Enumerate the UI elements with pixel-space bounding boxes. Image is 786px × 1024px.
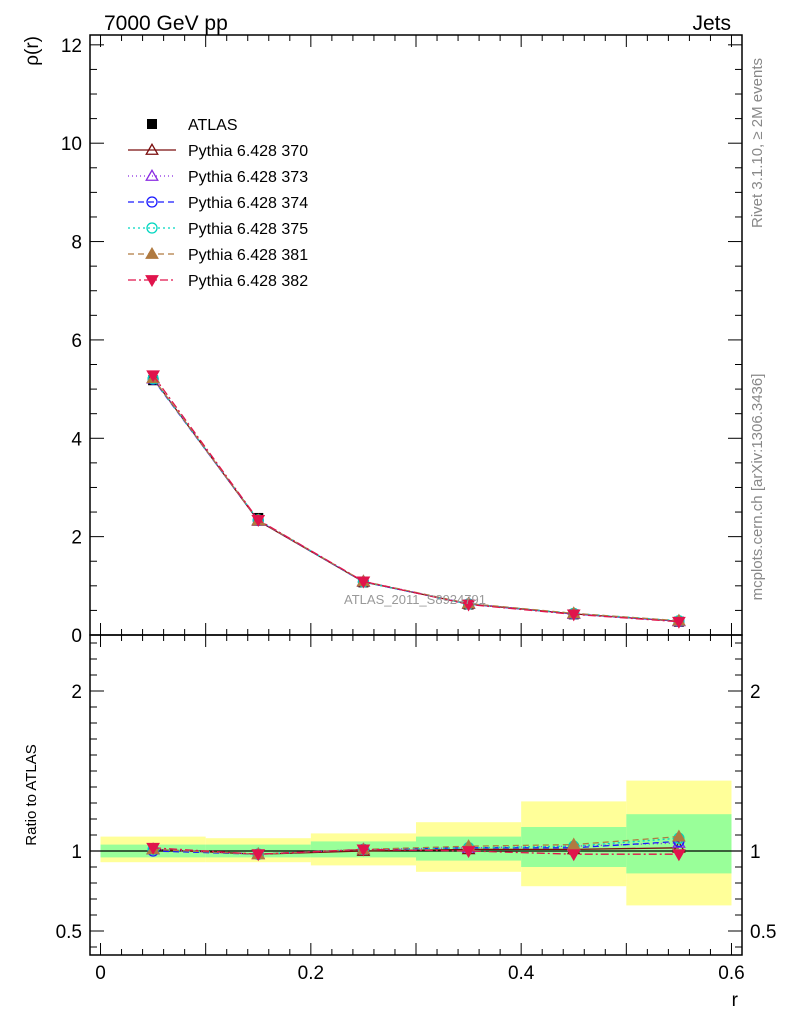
ratio-series-marker (672, 849, 686, 862)
series-marker (356, 576, 371, 589)
x-tick-label: 0.2 (298, 963, 324, 984)
x-axis-label: r (732, 990, 739, 1011)
legend-marker (145, 168, 159, 181)
main-plot-panel: 0 2 4 6 8 10 12 (61, 34, 743, 647)
legend-label: Pythia 6.428 373 (188, 169, 308, 186)
legend-label: Pythia 6.428 381 (188, 247, 308, 264)
y-tick-label: 1 (71, 842, 82, 863)
y-tick-label: 2 (71, 528, 82, 549)
legend-marker (146, 222, 158, 234)
legend-marker (145, 142, 159, 155)
y-tick-label: 10 (61, 134, 82, 155)
y-tick-label-right: 0.5 (750, 922, 776, 943)
ratio-plot-panel: 0.5 0.5 1 1 2 2 0 0.2 0.4 0.6 (56, 634, 776, 984)
y-tick-label: 8 (71, 233, 82, 254)
legend-label: Pythia 6.428 370 (188, 143, 308, 160)
ratio-series-marker (566, 837, 581, 850)
x-tick-label: 0.6 (718, 963, 744, 984)
ratio-series-line (153, 840, 679, 855)
series-marker (146, 370, 160, 383)
legend-label: Pythia 6.428 374 (188, 195, 308, 212)
series-line (152, 378, 679, 622)
y-tick-label: 4 (71, 429, 82, 450)
series-marker (566, 609, 581, 622)
series-line (152, 378, 679, 622)
series-line (152, 374, 679, 623)
legend: ATLAS Pythia 6.428 370 Pythia 6.428 373 Pyt… (128, 117, 308, 290)
ratio-series-marker (461, 846, 476, 859)
ratio-y-axis-label: Ratio to ATLAS (23, 744, 40, 845)
analysis-watermark: ATLAS_2011_S8924791 (344, 592, 486, 607)
y-tick-label: 0 (71, 626, 82, 647)
legend-marker (146, 196, 158, 208)
series-line (152, 378, 679, 622)
energy-title: 7000 GeV pp (104, 12, 228, 35)
ratio-series-marker (672, 829, 686, 842)
legend-label: Pythia 6.428 375 (188, 221, 308, 238)
legend-marker (145, 275, 159, 288)
process-title: Jets (692, 12, 731, 35)
ratio-series-marker (251, 849, 266, 862)
y-tick-label: 0.5 (56, 922, 82, 943)
ratio-series-line (153, 847, 679, 855)
legend-label: ATLAS (188, 117, 238, 134)
series-marker (672, 616, 686, 629)
legend-label: Pythia 6.428 382 (188, 273, 308, 290)
rivet-version-label: Rivet 3.1.10, ≥ 2M events (749, 58, 766, 228)
ratio-series-marker (356, 844, 371, 857)
mcplots-label: mcplots.cern.ch [arXiv:1306.3436] (749, 374, 766, 601)
y-tick-label: 6 (71, 331, 82, 352)
y-tick-label: 2 (71, 682, 82, 703)
x-tick-label: 0.4 (508, 963, 535, 984)
x-tick-label: 0 (95, 963, 106, 984)
y-tick-label: 12 (61, 36, 82, 57)
series-line (152, 377, 679, 622)
main-y-axis-label: ρ(r) (22, 36, 43, 66)
legend-marker (145, 246, 159, 259)
ratio-series-marker (566, 849, 581, 862)
y-tick-label-right: 2 (750, 682, 761, 703)
legend-data-marker (147, 119, 157, 129)
series-marker (461, 599, 476, 612)
series-line (152, 377, 679, 622)
ratio-series-line (153, 835, 679, 855)
series-marker (251, 515, 266, 527)
y-tick-label-right: 1 (750, 842, 761, 863)
ratio-series-marker (146, 842, 160, 855)
